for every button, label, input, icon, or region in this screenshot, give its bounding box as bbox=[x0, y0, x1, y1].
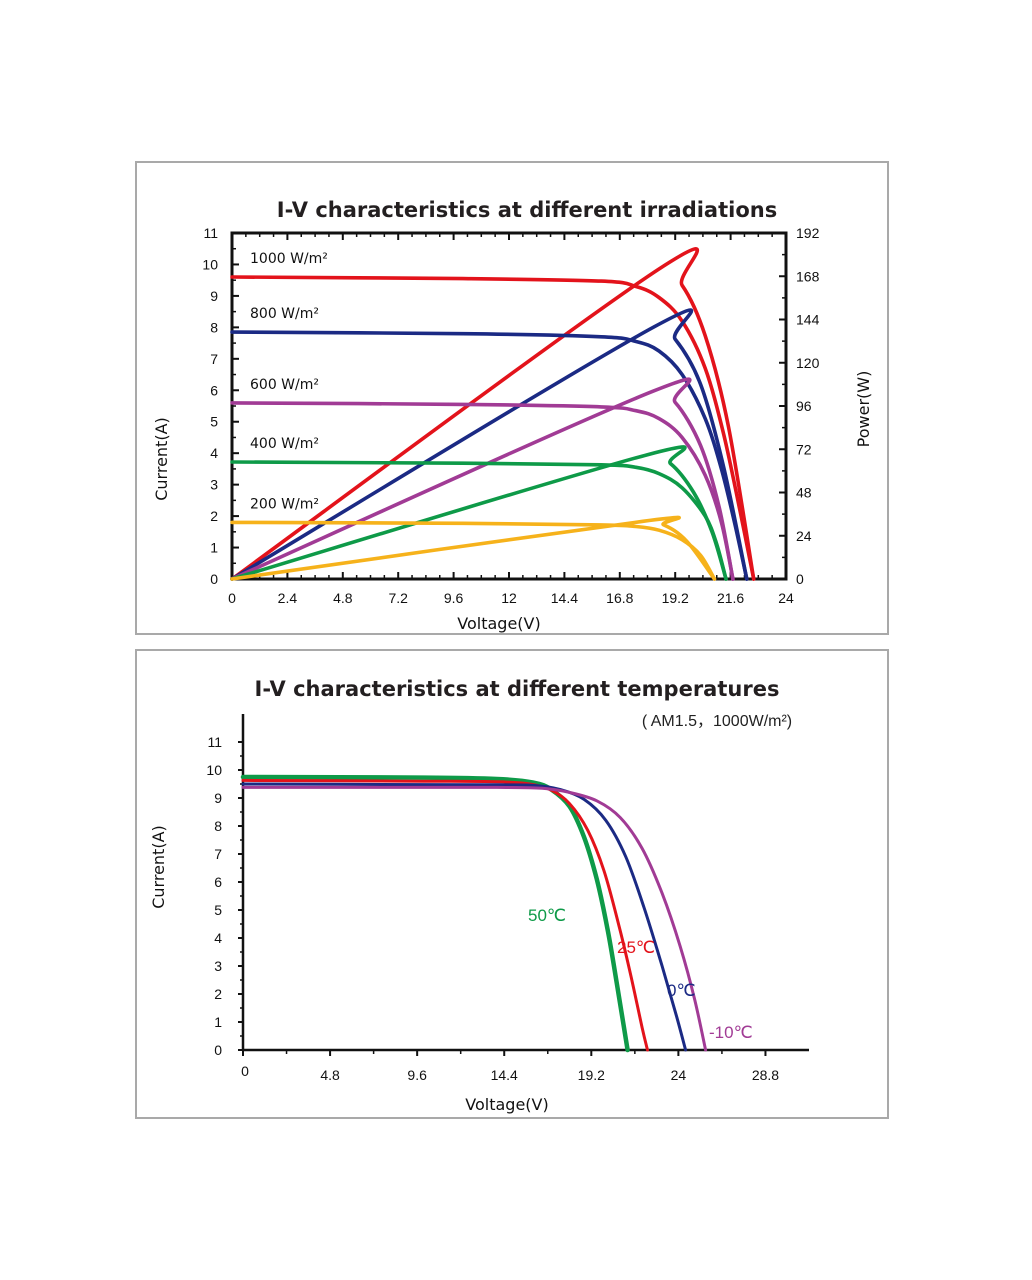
y-tick-label: 4 bbox=[214, 930, 222, 946]
y2-tick-label: 48 bbox=[796, 485, 812, 501]
y-tick-label: 9 bbox=[214, 790, 222, 806]
y-tick-label: 0 bbox=[214, 1042, 222, 1058]
x-tick-label: 4.8 bbox=[333, 590, 353, 606]
x-tick-label: 19.2 bbox=[662, 590, 689, 606]
x-tick-label: 9.6 bbox=[444, 590, 464, 606]
y-tick-label: 2 bbox=[210, 508, 218, 524]
y-tick-label: 4 bbox=[210, 445, 218, 461]
y2-tick-label: 192 bbox=[796, 225, 820, 241]
y-tick-label: 6 bbox=[210, 382, 218, 398]
series-label: 200 W/m² bbox=[250, 496, 319, 512]
iv-curve bbox=[240, 774, 630, 1053]
series-label: 800 W/m² bbox=[250, 306, 319, 322]
y-tick-label: 0 bbox=[210, 571, 218, 587]
irradiation-chart: I-V characteristics at different irradia… bbox=[152, 198, 873, 633]
x-tick-label: 21.6 bbox=[717, 590, 744, 606]
series-label: 0℃ bbox=[667, 981, 696, 1000]
series-label: 400 W/m² bbox=[250, 436, 319, 452]
y2-tick-label: 0 bbox=[796, 571, 804, 587]
iv-curve bbox=[230, 275, 756, 581]
y-tick-label: 1 bbox=[210, 540, 218, 556]
y-axis-label: Current(A) bbox=[149, 825, 168, 909]
y2-tick-label: 24 bbox=[796, 528, 812, 544]
y2-tick-label: 144 bbox=[796, 312, 820, 328]
power-curve bbox=[230, 308, 749, 581]
x-tick-label: 14.4 bbox=[551, 590, 578, 606]
iv-curve bbox=[241, 785, 708, 1052]
y-tick-label: 9 bbox=[210, 288, 218, 304]
x-tick-label: 0 bbox=[228, 590, 236, 606]
y-tick-label: 8 bbox=[210, 319, 218, 335]
iv-curve bbox=[241, 782, 688, 1052]
x-tick-label: 9.6 bbox=[407, 1067, 427, 1083]
x-tick-label: 24 bbox=[671, 1067, 687, 1083]
series-label: 25℃ bbox=[617, 938, 655, 957]
series-label: -10℃ bbox=[709, 1023, 753, 1042]
chart-title: I-V characteristics at different irradia… bbox=[277, 198, 777, 222]
y-tick-label: 10 bbox=[202, 256, 218, 272]
y-axis-label: Current(A) bbox=[152, 417, 171, 501]
power-curve bbox=[230, 445, 728, 581]
y2-tick-label: 120 bbox=[796, 355, 820, 371]
iv-curve bbox=[241, 778, 649, 1052]
x-tick-label: 28.8 bbox=[752, 1067, 779, 1083]
y-tick-label: 7 bbox=[210, 351, 218, 367]
iv-curve bbox=[230, 401, 735, 581]
temperature-chart-panel: I-V characteristics at different tempera… bbox=[135, 649, 889, 1119]
y-tick-label: 2 bbox=[214, 986, 222, 1002]
x-tick-label: 12 bbox=[501, 590, 517, 606]
x-tick-label: 16.8 bbox=[606, 590, 633, 606]
y2-axis-label: Power(W) bbox=[854, 371, 873, 448]
power-curve bbox=[230, 377, 735, 581]
y-tick-label: 3 bbox=[210, 477, 218, 493]
iv-curve bbox=[230, 330, 749, 581]
x-tick-label: 2.4 bbox=[278, 590, 298, 606]
y2-tick-label: 168 bbox=[796, 268, 820, 284]
y-tick-label: 10 bbox=[206, 762, 222, 778]
power-curve bbox=[230, 515, 717, 581]
chart-title: I-V characteristics at different tempera… bbox=[255, 677, 780, 701]
y-tick-label: 5 bbox=[210, 414, 218, 430]
series-label: 1000 W/m² bbox=[250, 251, 328, 267]
y-tick-label: 8 bbox=[214, 818, 222, 834]
y-tick-label: 11 bbox=[203, 225, 218, 241]
x-tick-label: 19.2 bbox=[578, 1067, 605, 1083]
power-curve bbox=[230, 247, 756, 581]
y-tick-label: 11 bbox=[207, 734, 222, 750]
irradiation-chart-panel: I-V characteristics at different irradia… bbox=[135, 161, 889, 635]
y-tick-label: 6 bbox=[214, 874, 222, 890]
x-tick-label: 14.4 bbox=[491, 1067, 518, 1083]
y-tick-label: 1 bbox=[214, 1014, 222, 1030]
y2-tick-label: 72 bbox=[796, 441, 812, 457]
x-axis-label: Voltage(V) bbox=[465, 1095, 548, 1114]
x-tick-label: 4.8 bbox=[320, 1067, 340, 1083]
series-label: 600 W/m² bbox=[250, 377, 319, 393]
y-tick-label: 3 bbox=[214, 958, 222, 974]
temperature-chart: I-V characteristics at different tempera… bbox=[149, 677, 809, 1114]
y-tick-label: 5 bbox=[214, 902, 222, 918]
y-tick-label: 7 bbox=[214, 846, 222, 862]
y2-tick-label: 96 bbox=[796, 398, 812, 414]
series-label: 50℃ bbox=[528, 906, 566, 925]
x-axis-label: Voltage(V) bbox=[457, 614, 540, 633]
x-tick-label: 7.2 bbox=[388, 590, 408, 606]
x-tick-label: 0 bbox=[241, 1063, 249, 1079]
x-tick-label: 24 bbox=[778, 590, 794, 606]
chart-subtitle: ( AM1.5，1000W/m²) bbox=[642, 713, 792, 730]
